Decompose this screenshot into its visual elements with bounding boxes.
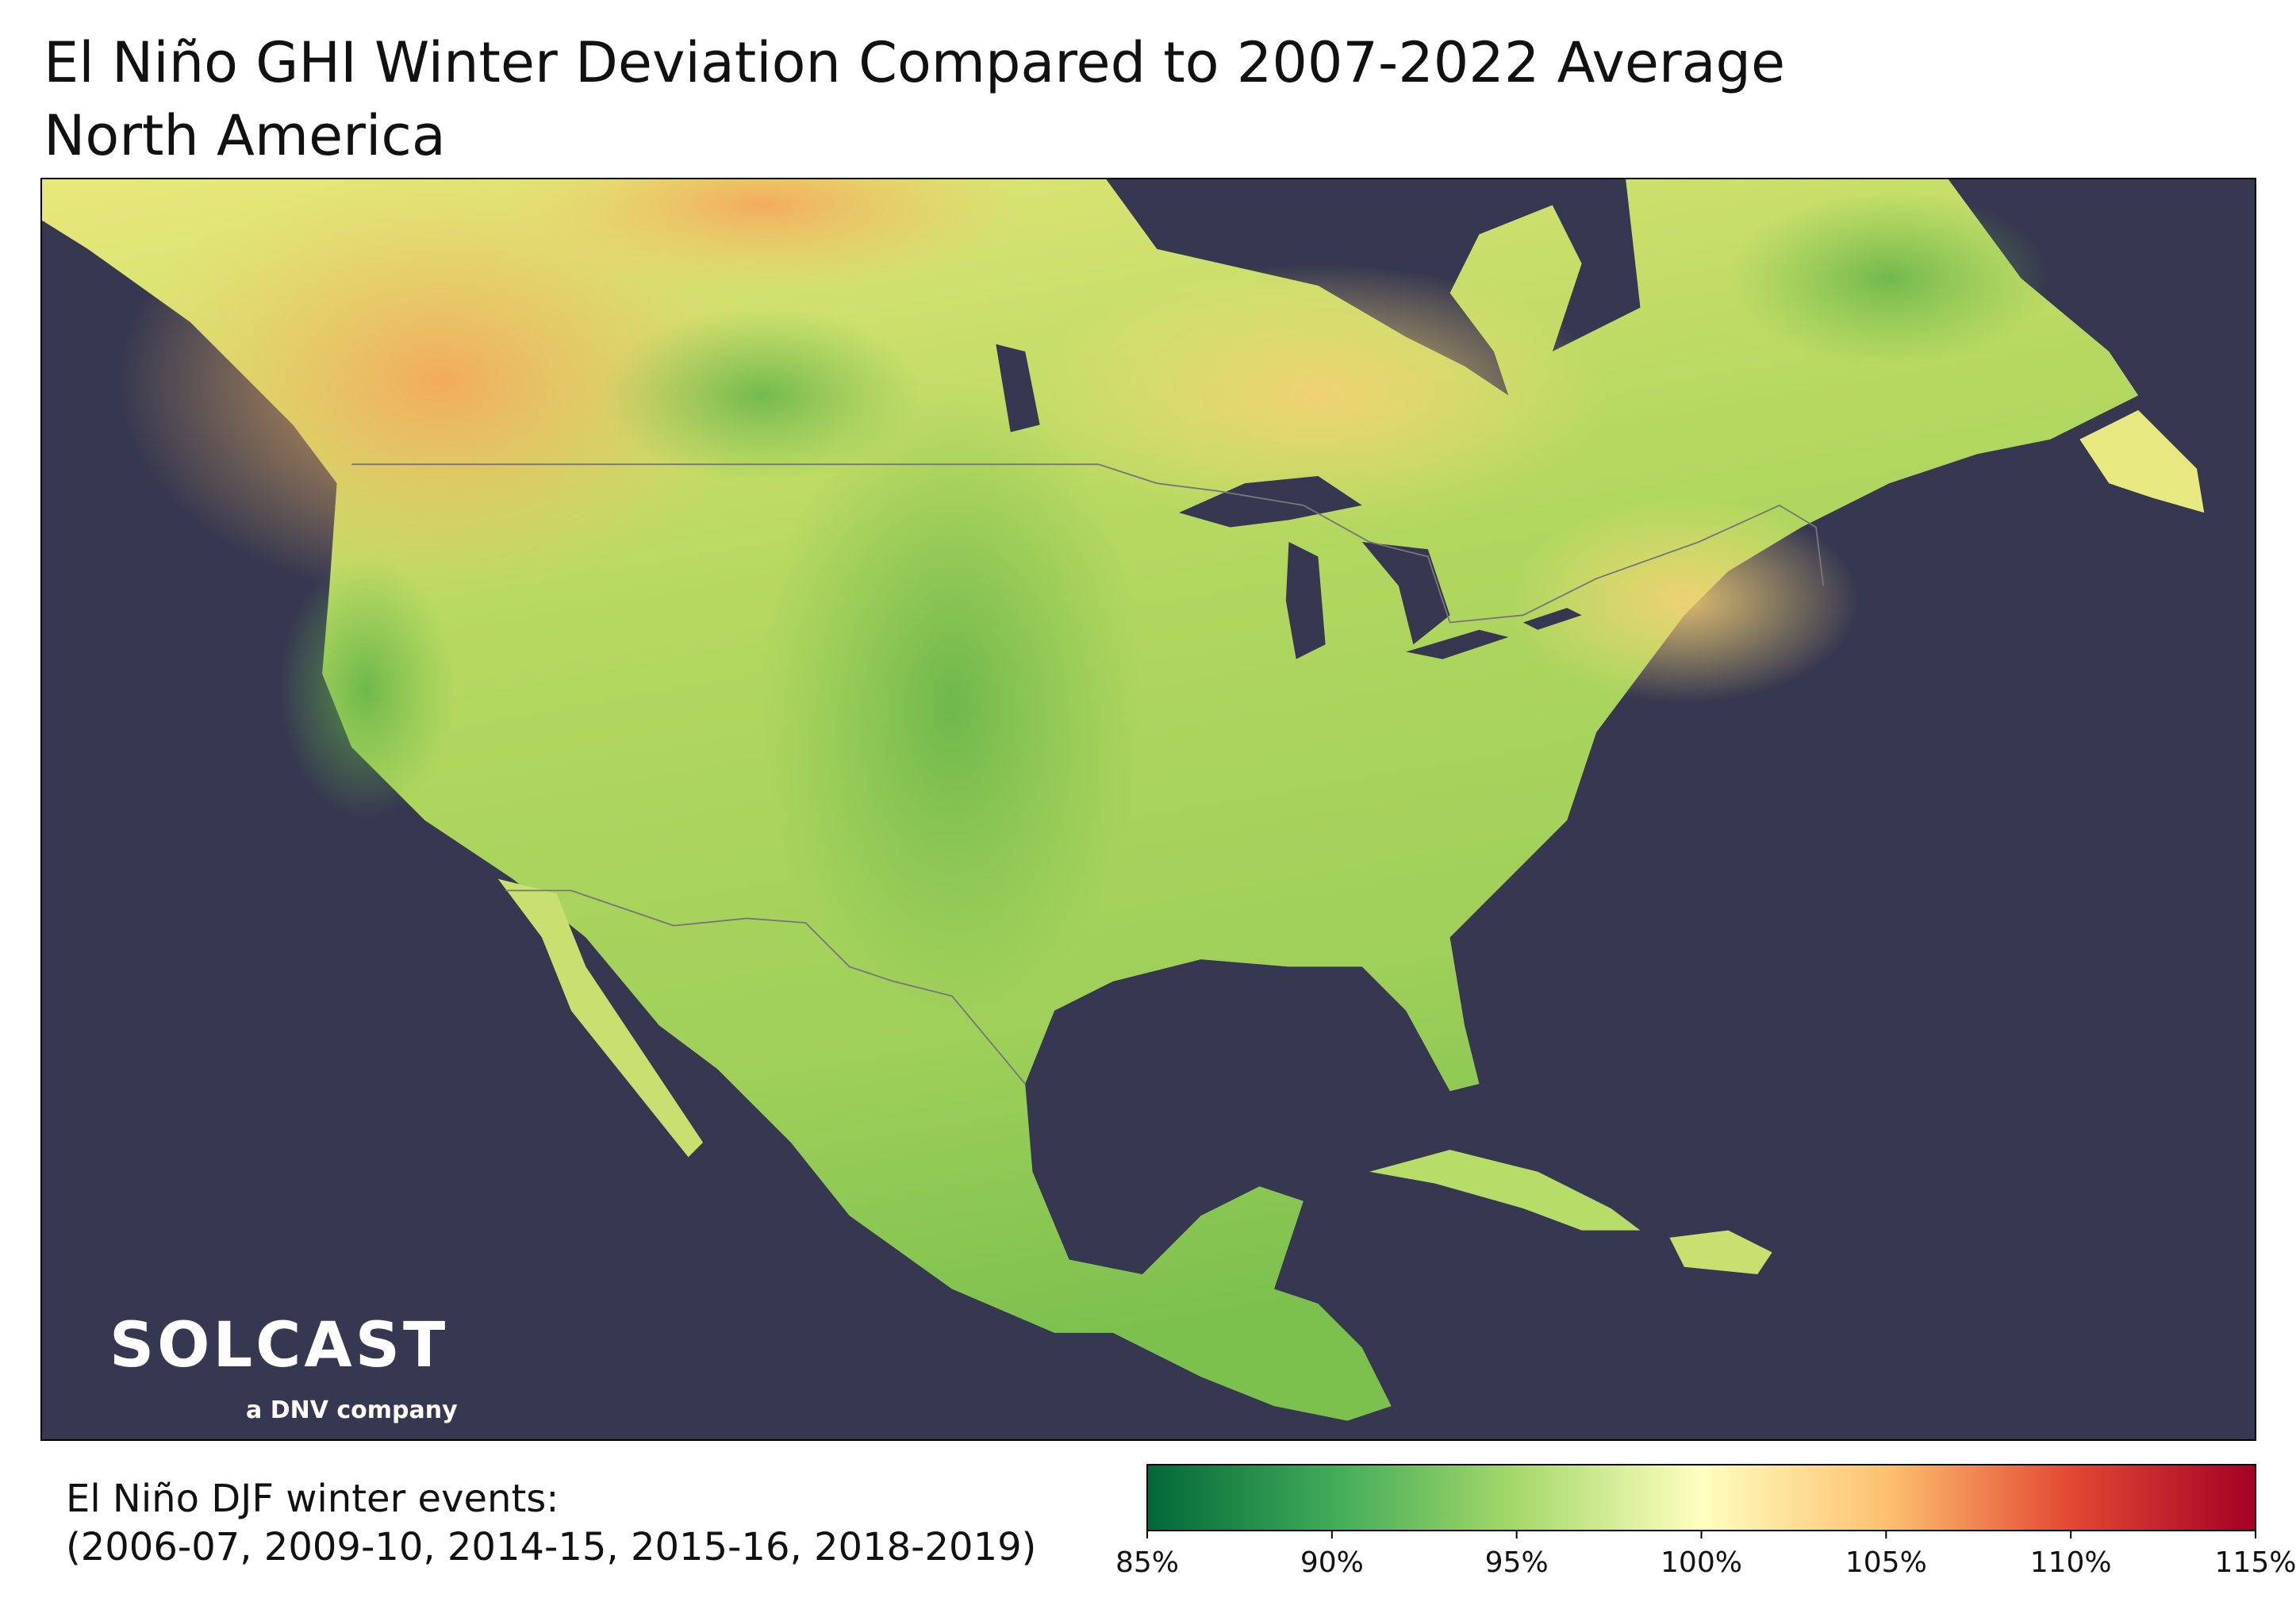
tick-label: 85%	[1115, 1546, 1179, 1579]
tick-label: 110%	[2030, 1546, 2112, 1579]
cool-area	[600, 307, 923, 484]
lakes	[996, 344, 1582, 659]
title: El Niño GHI Winter Deviation Compared to…	[44, 30, 1785, 95]
warm-area	[117, 179, 762, 601]
logo-tagline: a DNV company	[246, 1396, 458, 1424]
tick-label: 90%	[1300, 1546, 1364, 1579]
tick-label: 95%	[1485, 1546, 1549, 1579]
borders	[351, 463, 1825, 1085]
logo: SOLCAST	[109, 1310, 448, 1381]
cool-area	[278, 556, 455, 820]
tick-label: 100%	[1661, 1546, 1742, 1579]
subtitle: North America	[44, 103, 446, 168]
caption-line: (2006-07, 2009-10, 2014-15, 2015-16, 201…	[66, 1525, 1036, 1569]
tick-label: 115%	[2215, 1546, 2296, 1579]
cool-area	[1728, 190, 2051, 367]
newfoundland	[2079, 409, 2205, 513]
caption-line: El Niño DJF winter events:	[66, 1477, 559, 1521]
warm-area	[497, 179, 1026, 294]
hispaniola	[1669, 1230, 1772, 1275]
map-frame	[40, 178, 2256, 1441]
tick-label: 105%	[1845, 1546, 1927, 1579]
cool-area	[761, 380, 1142, 1026]
warm-area	[1025, 263, 1611, 528]
baja	[497, 878, 704, 1158]
map: SOLCAST a DNV company	[41, 179, 2256, 1440]
cuba	[1369, 1150, 1641, 1231]
warm-area	[1508, 497, 1860, 704]
colorbar	[1146, 1464, 2256, 1531]
